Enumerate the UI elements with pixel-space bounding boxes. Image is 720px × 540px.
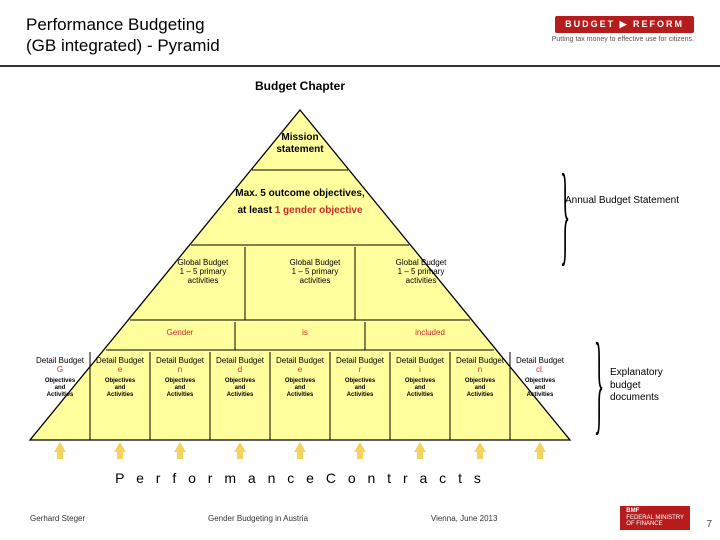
page-number: 7 bbox=[706, 519, 712, 530]
slide-title: Performance Budgeting (GB integrated) - … bbox=[26, 14, 220, 57]
level2-line-bc: at least 1 gender objective bbox=[195, 205, 405, 217]
up-arrow-icon bbox=[114, 442, 126, 452]
level3-cell: Global Budget1 – 5 primaryactivities bbox=[272, 258, 358, 286]
pyramid-diagram: Budget Chapter Mission statement Max. 5 … bbox=[20, 90, 580, 460]
brace-upper: } bbox=[560, 152, 570, 280]
callout-annual-budget: Annual Budget Statement bbox=[565, 195, 715, 208]
level4-word: included bbox=[390, 328, 470, 337]
footer-author: Gerhard Steger bbox=[30, 514, 85, 523]
level5-cell: Detail BudgetnObjectivesandActivities bbox=[452, 356, 508, 398]
callout-explanatory: Explanatory budget documents bbox=[610, 367, 720, 405]
up-arrow-icon bbox=[294, 442, 306, 452]
level5-cell: Detail BudgetnObjectivesandActivities bbox=[152, 356, 208, 398]
level5-cell: Detail BudgetrObjectivesandActivities bbox=[332, 356, 388, 398]
up-arrow-icon bbox=[354, 442, 366, 452]
level5-cell: Detail BudgetiObjectivesandActivities bbox=[392, 356, 448, 398]
level3-cell: Global Budget1 – 5 primaryactivities bbox=[378, 258, 464, 286]
level5-cell: Detail BudgeteObjectivesandActivities bbox=[92, 356, 148, 398]
performance-contracts-label: P e r f o r m a n c e C o n t r a c t s bbox=[20, 470, 580, 486]
budget-reform-logo: BUDGET ▶ REFORM bbox=[555, 16, 694, 33]
footer-center: Gender Budgeting in Austria bbox=[208, 514, 308, 523]
footer-venue: Vienna, June 2013 bbox=[431, 514, 498, 523]
level3-cell: Global Budget1 – 5 primaryactivities bbox=[160, 258, 246, 286]
bottom-row: P e r f o r m a n c e C o n t r a c t s bbox=[20, 440, 580, 486]
up-arrow-icon bbox=[174, 442, 186, 452]
title-line-2: (GB integrated) - Pyramid bbox=[26, 36, 220, 55]
slide-header: Performance Budgeting (GB integrated) - … bbox=[0, 0, 720, 67]
level5-cell: Detail Budgetcl.ObjectivesandActivities bbox=[512, 356, 568, 398]
brace-lower: } bbox=[594, 321, 604, 449]
top-label: Budget Chapter bbox=[230, 80, 370, 94]
level2-line-a: Max. 5 outcome objectives, bbox=[195, 188, 405, 200]
arrows-row bbox=[30, 442, 570, 452]
level4-word: is bbox=[265, 328, 345, 337]
up-arrow-icon bbox=[54, 442, 66, 452]
level5-cell: Detail BudgeteObjectivesandActivities bbox=[272, 356, 328, 398]
up-arrow-icon bbox=[234, 442, 246, 452]
slide-footer: Gerhard Steger Gender Budgeting in Austr… bbox=[30, 506, 690, 530]
up-arrow-icon bbox=[474, 442, 486, 452]
level1-label: Mission statement bbox=[258, 132, 342, 155]
level4-word: Gender bbox=[140, 328, 220, 337]
up-arrow-icon bbox=[414, 442, 426, 452]
level5-cell: Detail BudgetdObjectivesandActivities bbox=[212, 356, 268, 398]
title-line-1: Performance Budgeting bbox=[26, 15, 205, 34]
up-arrow-icon bbox=[534, 442, 546, 452]
bmf-badge: BMF FEDERAL MINISTRY OF FINANCE bbox=[620, 506, 690, 530]
logo-tagline: Putting tax money to effective use for c… bbox=[552, 36, 694, 43]
level5-cell: Detail BudgetGObjectivesandActivities bbox=[32, 356, 88, 398]
logo-block: BUDGET ▶ REFORM Putting tax money to eff… bbox=[552, 14, 694, 43]
